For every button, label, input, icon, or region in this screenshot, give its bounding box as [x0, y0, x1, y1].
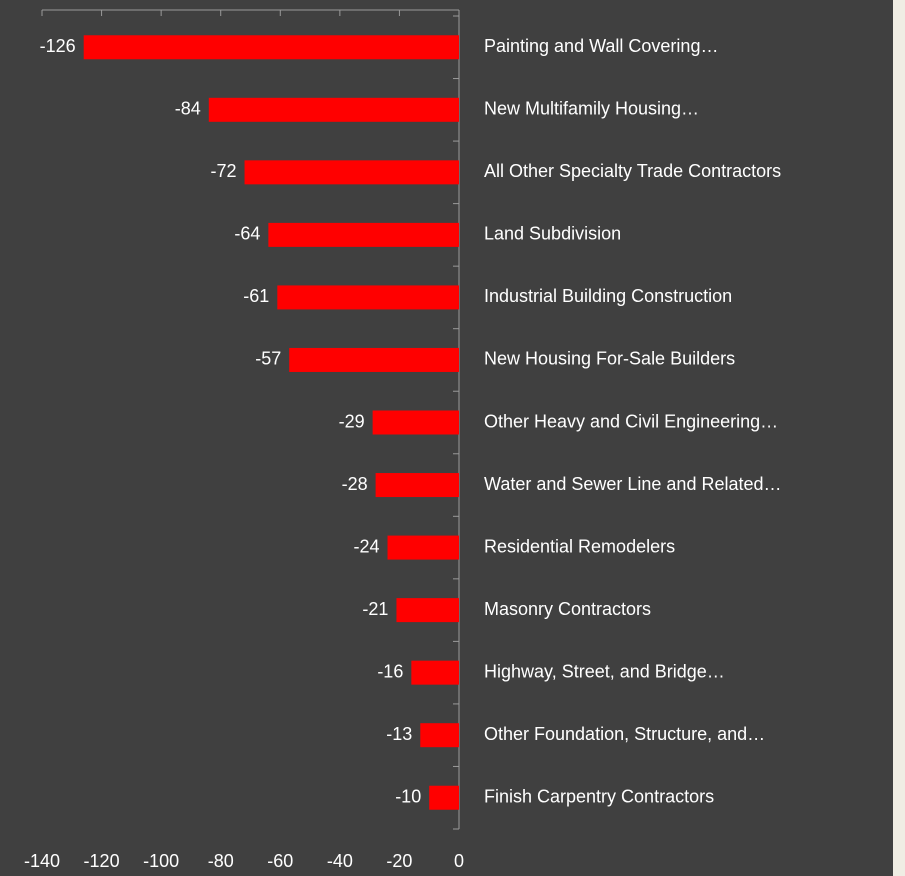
category-label: Other Heavy and Civil Engineering… — [484, 411, 778, 431]
category-label: New Housing For-Sale Builders — [484, 349, 735, 369]
value-label: -84 — [175, 99, 201, 119]
bar — [277, 285, 459, 310]
bar — [208, 97, 459, 122]
bar — [83, 35, 459, 60]
value-label: -28 — [342, 474, 368, 494]
x-tick-label: -140 — [24, 851, 60, 871]
category-label: Water and Sewer Line and Related… — [484, 474, 782, 494]
value-label: -16 — [377, 661, 403, 681]
bar — [396, 598, 459, 623]
category-label: Other Foundation, Structure, and… — [484, 724, 765, 744]
category-label: Land Subdivision — [484, 224, 621, 244]
bar — [420, 723, 459, 748]
x-tick-label: -100 — [143, 851, 179, 871]
bar — [429, 785, 459, 810]
value-label: -13 — [386, 724, 412, 744]
value-label: -126 — [40, 36, 76, 56]
bar — [268, 222, 459, 247]
category-label: New Multifamily Housing… — [484, 99, 699, 119]
value-label: -29 — [339, 411, 365, 431]
bar — [375, 473, 459, 498]
x-tick-label: -60 — [267, 851, 293, 871]
x-tick-label: -120 — [84, 851, 120, 871]
category-label: Masonry Contractors — [484, 599, 651, 619]
value-label: -61 — [243, 286, 269, 306]
bar — [411, 660, 459, 685]
category-label: Finish Carpentry Contractors — [484, 786, 714, 806]
bar — [244, 160, 459, 185]
category-label: Painting and Wall Covering… — [484, 36, 718, 56]
category-label: All Other Specialty Trade Contractors — [484, 161, 781, 181]
value-label: -24 — [353, 536, 379, 556]
x-tick-label: -20 — [386, 851, 412, 871]
x-tick-label: -80 — [208, 851, 234, 871]
bar — [289, 347, 459, 372]
category-label: Residential Remodelers — [484, 536, 675, 556]
category-label: Industrial Building Construction — [484, 286, 732, 306]
x-tick-label: -40 — [327, 851, 353, 871]
value-label: -21 — [362, 599, 388, 619]
category-label: Highway, Street, and Bridge… — [484, 661, 725, 681]
bar — [372, 410, 459, 435]
value-label: -64 — [234, 224, 260, 244]
value-label: -10 — [395, 786, 421, 806]
bar — [387, 535, 459, 560]
value-label: -72 — [211, 161, 237, 181]
value-label: -57 — [255, 349, 281, 369]
x-tick-label: 0 — [454, 851, 464, 871]
